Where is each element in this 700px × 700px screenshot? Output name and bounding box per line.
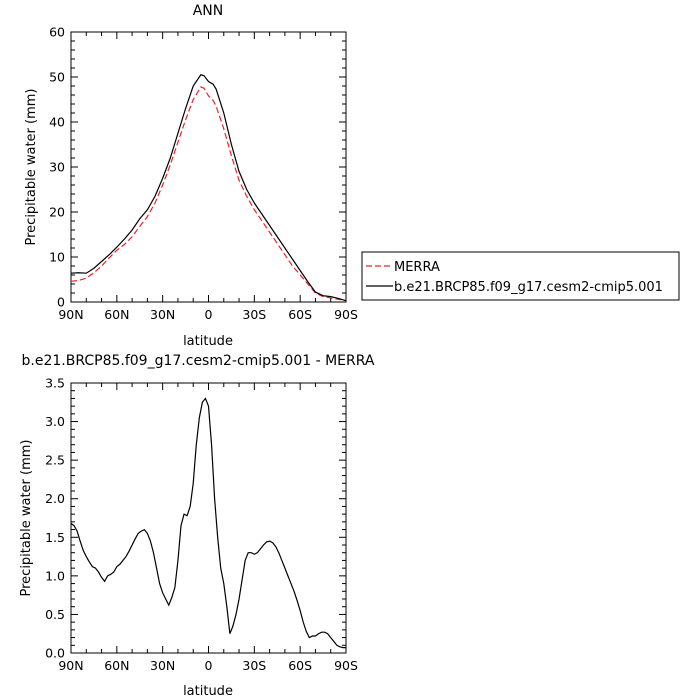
x-tick-label: 90S [334, 307, 358, 322]
y-tick-label: 40 [49, 115, 65, 130]
y-tick-label: 1.0 [45, 568, 65, 583]
bottom-y-axis: 0.0 0.5 1.0 1.5 2.0 2.5 3.0 3.5 [45, 376, 346, 661]
bottom-x-axis: 90N 60N 30N 0 30S 60S 90S [58, 383, 358, 673]
bottom-series-group [70, 397, 346, 649]
y-tick-label: 3.5 [45, 376, 65, 391]
x-tick-label: 90S [334, 658, 358, 673]
y-tick-label: 60 [49, 25, 65, 40]
top-chart: ANN 90N 60N 30N 0 30S 60S 90S 0 10 20 30 40 50 60 la… [24, 3, 680, 349]
y-tick-label: 10 [49, 250, 65, 265]
y-tick-label: 2.5 [45, 453, 65, 468]
top-chart-title: ANN [193, 3, 224, 19]
series-line-1 [70, 74, 347, 302]
series-line-0 [70, 86, 347, 302]
y-tick-label: 30 [49, 160, 65, 175]
x-tick-label: 30N [150, 307, 175, 322]
x-tick-label: 0 [205, 307, 213, 322]
y-tick-label: 3.0 [45, 414, 65, 429]
x-tick-label: 90N [58, 658, 83, 673]
bottom-chart-title: b.e21.BRCP85.f09_g17.cesm2-cmip5.001 - M… [22, 353, 375, 369]
x-tick-label: 0 [205, 658, 213, 673]
y-tick-label: 0.5 [45, 607, 65, 622]
bottom-chart: b.e21.BRCP85.f09_g17.cesm2-cmip5.001 - M… [19, 353, 375, 699]
y-tick-label: 50 [49, 70, 65, 85]
series-line-0 [70, 397, 346, 649]
bottom-x-axis-label: latitude [183, 684, 233, 699]
y-tick-label: 1.5 [45, 530, 65, 545]
x-tick-label: 60N [104, 658, 129, 673]
y-tick-label: 2.0 [45, 491, 65, 506]
legend-label-merra: MERRA [394, 260, 440, 275]
x-tick-label: 60S [288, 307, 312, 322]
top-x-axis-label: latitude [183, 334, 233, 349]
x-tick-label: 30S [242, 307, 266, 322]
bottom-y-axis-label: Precipitable water (mm) [19, 440, 34, 597]
y-tick-label: 20 [49, 205, 65, 220]
top-y-axis-label: Precipitable water (mm) [24, 89, 39, 246]
x-tick-label: 60N [104, 307, 129, 322]
top-plot-frame [70, 31, 347, 303]
x-tick-label: 30S [242, 658, 266, 673]
top-series-group [70, 74, 347, 302]
legend-label-model: b.e21.BRCP85.f09_g17.cesm2-cmip5.001 [394, 280, 663, 295]
legend-box [361, 251, 680, 301]
x-tick-label: 30N [150, 658, 175, 673]
y-tick-label: 0 [57, 295, 65, 310]
top-x-axis: 90N 60N 30N 0 30S 60S 90S [58, 32, 358, 322]
top-y-axis: 0 10 20 30 40 50 60 [49, 25, 346, 310]
legend: MERRA b.e21.BRCP85.f09_g17.cesm2-cmip5.0… [361, 251, 680, 301]
x-tick-label: 60S [288, 658, 312, 673]
bottom-plot-frame [70, 382, 347, 654]
y-tick-label: 0.0 [45, 646, 65, 661]
x-tick-label: 90N [58, 307, 83, 322]
